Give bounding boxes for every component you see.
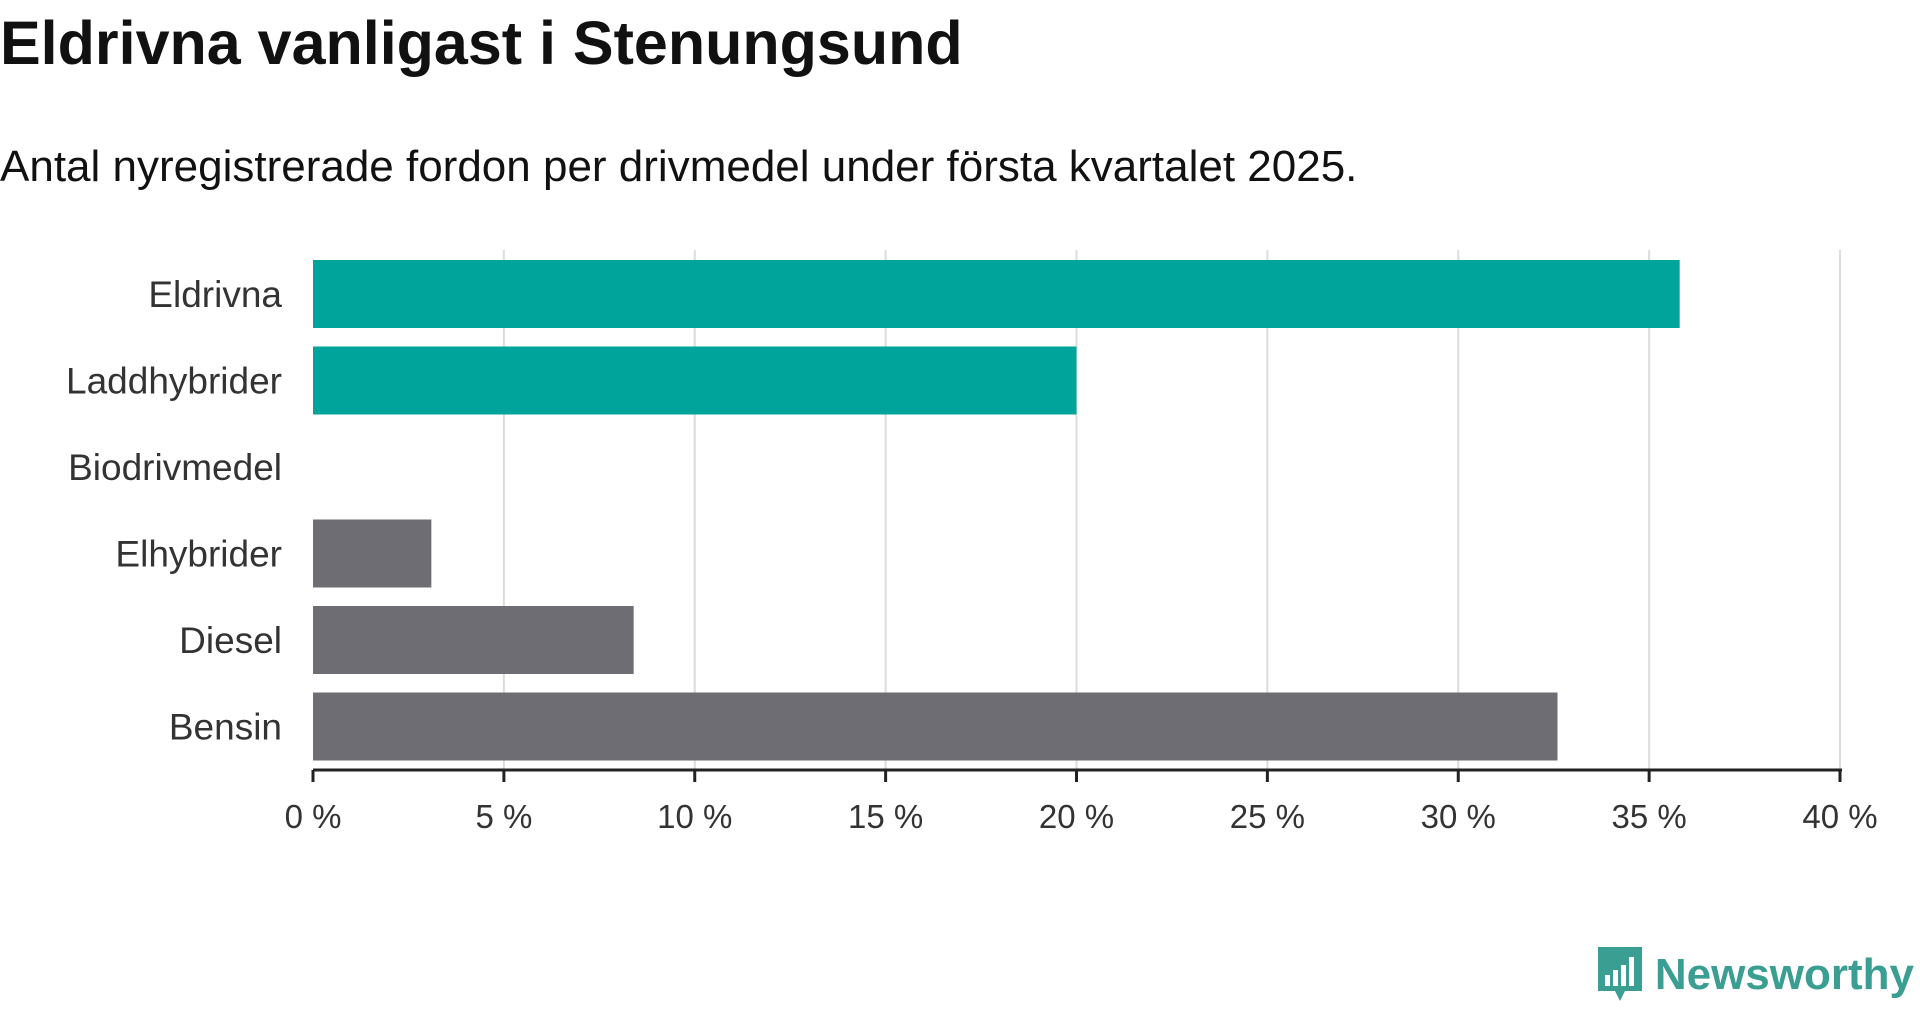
category-label: Eldrivna [148,274,282,315]
bar-elhybrider [313,519,432,588]
category-label: Diesel [179,620,282,661]
category-label: Bensin [169,707,282,748]
newsworthy-logo-icon [1597,947,1642,1001]
chart-subtitle: Antal nyregistrerade fordon per drivmede… [0,142,1358,191]
bar-bensin [313,692,1558,761]
x-tick-label: 15 % [848,798,923,835]
category-labels: Eldrivna Laddhybrider Biodrivmedel Elhybrid… [66,274,282,748]
x-tick-label: 5 % [475,798,532,835]
x-tick-label: 10 % [657,798,732,835]
bars [313,260,1680,761]
bar-laddhybrider [313,346,1077,415]
brand-name: Newsworthy [1654,950,1914,999]
bar-diesel [313,606,634,674]
category-label: Laddhybrider [66,361,282,402]
x-tick-label: 30 % [1421,798,1496,835]
x-tick-label: 20 % [1039,798,1114,835]
x-tick-label: 40 % [1802,798,1877,835]
chart-title: Eldrivna vanligast i Stenungsund [0,9,963,77]
category-label: Biodrivmedel [68,447,282,488]
x-tick-label: 35 % [1612,798,1687,835]
x-tick-label: 0 % [285,798,342,835]
category-label: Elhybrider [115,534,282,575]
gridlines [502,250,1841,770]
newsworthy-logo: Newsworthy [1595,940,1914,1010]
bar-eldrivna [313,260,1680,328]
x-tick-label: 25 % [1230,798,1305,835]
x-axis: 0 % 5 % 10 % 15 % 20 % 25 % 30 % 35 % 40 % [285,768,1878,835]
